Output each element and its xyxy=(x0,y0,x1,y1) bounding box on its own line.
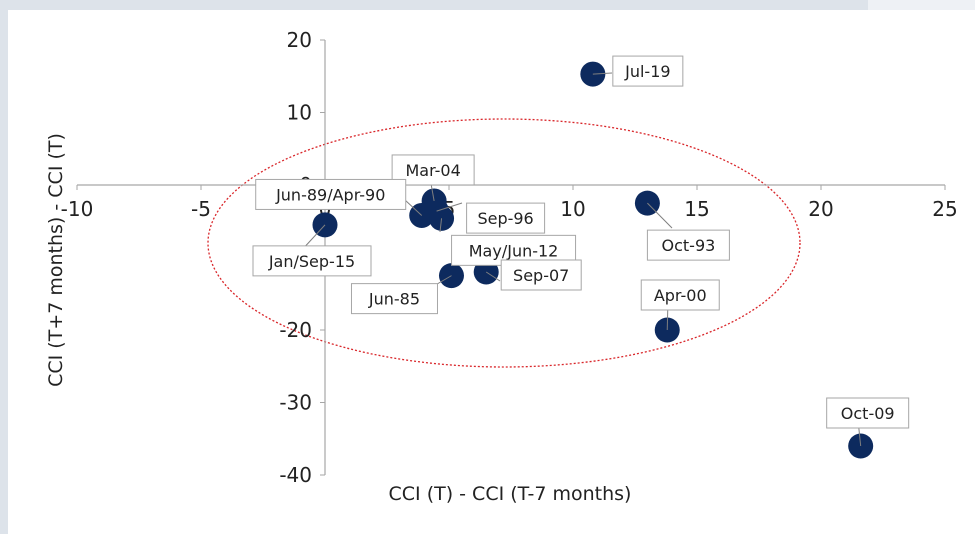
point-label: Apr-00 xyxy=(654,286,707,305)
point-label: Jun-85 xyxy=(368,290,420,309)
point-label: Jan/Sep-15 xyxy=(268,252,355,271)
callout-box xyxy=(826,397,910,429)
x-tick-label: 10 xyxy=(560,197,585,221)
callout-leader xyxy=(592,72,613,75)
y-tick-label: -30 xyxy=(279,391,312,415)
x-axis-title: CCI (T) - CCI (T-7 months) xyxy=(389,483,632,505)
y-axis-title: CCI (T+7 months) - CCI (T) xyxy=(45,133,67,387)
point-label: Oct-09 xyxy=(841,404,895,423)
point-label: Sep-07 xyxy=(513,266,569,285)
callout-box xyxy=(252,245,372,277)
labels-layer: Jul-19 Mar-04 Jun-89/Apr-90 Sep-96 May/Jun-1… xyxy=(252,55,910,447)
callout-box xyxy=(612,55,684,87)
callout-box xyxy=(466,202,546,234)
callout-box xyxy=(500,259,582,291)
callout-leader xyxy=(404,199,423,216)
point-label: Jun-89/Apr-90 xyxy=(275,185,385,204)
point-label: May/Jun-12 xyxy=(469,241,559,260)
x-tick-label: -10 xyxy=(61,197,94,221)
ellipse-layer xyxy=(207,118,801,368)
point-label: Jul-19 xyxy=(624,62,670,81)
callout-box xyxy=(350,283,438,315)
x-tick-label: -5 xyxy=(191,197,211,221)
callout-leader xyxy=(436,202,463,212)
point-label: Sep-96 xyxy=(477,209,533,228)
x-tick-label: 25 xyxy=(932,197,957,221)
highlight-ellipse xyxy=(207,118,801,368)
y-tick-label: -40 xyxy=(279,463,312,487)
window-top-strip-right xyxy=(868,0,975,10)
callout-leader xyxy=(485,271,501,282)
point-label: Mar-04 xyxy=(405,161,460,180)
x-tick-label: 20 xyxy=(808,197,833,221)
point-label: Oct-93 xyxy=(662,236,716,255)
callout-box xyxy=(646,229,730,261)
y-tick-label: -20 xyxy=(279,318,312,342)
window-top-strip xyxy=(0,0,868,10)
callout-box xyxy=(640,279,720,311)
callout-box xyxy=(255,178,407,210)
callout-leader xyxy=(647,202,673,229)
y-tick-label: 20 xyxy=(287,28,312,52)
x-tick-label: 15 xyxy=(684,197,709,221)
points-layer xyxy=(312,61,874,459)
y-tick-label: 10 xyxy=(287,101,312,125)
callout-leader xyxy=(439,218,443,233)
